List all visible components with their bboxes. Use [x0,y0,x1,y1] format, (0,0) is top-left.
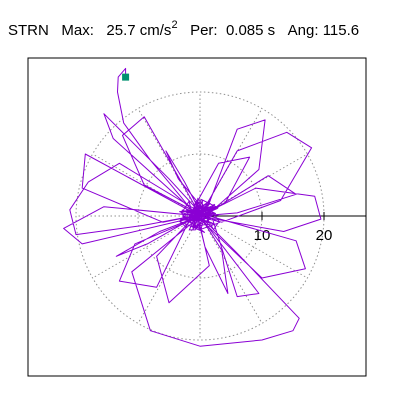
plot-frame [27,57,367,377]
per-value: 0.085 s [225,22,276,39]
start-marker-group [122,73,130,81]
grid-spoke [137,108,201,217]
grid-spoke [199,215,308,279]
grid-spoke [137,215,201,324]
header-readout: STRN Max: 25.7 cm/s2 Per: 0.085 s Ang: 1… [8,19,360,39]
grid-spoke [92,153,201,217]
motion-trace [63,67,322,347]
per-label: Per: [190,22,218,39]
grid-spoke [92,215,201,279]
station-code: STRN [8,22,49,39]
axis-tick-label-2: 20 [316,227,333,244]
trace-line [63,67,322,347]
max-unit-exponent: 2 [171,19,178,31]
angle-axis: 10 20 [200,212,366,244]
ang-label: Ang: [287,22,319,39]
axis-tick-label-1: 10 [254,227,271,244]
max-value: 25.7 [106,22,136,39]
ang-value: 115.6 [322,22,360,39]
start-marker [122,73,130,81]
trace-core [178,197,221,233]
max-unit: cm/s [139,22,172,39]
grid-spoke [199,215,263,324]
max-label: Max: [61,22,94,39]
